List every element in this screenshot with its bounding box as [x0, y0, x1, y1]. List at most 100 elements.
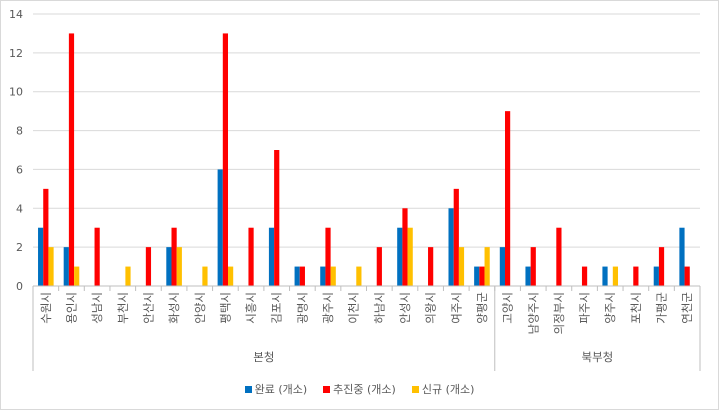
x-tick-label: 안성시	[398, 292, 412, 324]
x-tick-label: 안양시	[193, 292, 207, 324]
x-tick-label: 화성시	[167, 292, 181, 324]
bar-in-progress	[504, 111, 511, 287]
bar-in-progress	[658, 247, 665, 286]
x-tick-label: 의정부시	[552, 292, 566, 334]
x-tick-label: 양주시	[603, 292, 617, 324]
group-label: 본청	[253, 350, 274, 364]
x-tick-label: 평택시	[218, 292, 232, 324]
x-tick-label: 연천군	[680, 292, 694, 324]
bar-complete	[499, 247, 505, 286]
bar-new	[176, 247, 182, 286]
bar-in-progress	[556, 227, 562, 286]
bar-complete	[653, 266, 659, 286]
gridlines	[33, 13, 700, 248]
y-tick-label: 8	[16, 125, 23, 138]
bar-in-progress	[248, 227, 254, 286]
bar-complete	[474, 266, 480, 286]
bar-in-progress	[453, 188, 459, 286]
legend-swatch-in-progress	[323, 385, 331, 393]
bar-new	[202, 266, 208, 286]
bar-new	[48, 247, 54, 286]
legend-label-complete: 완료 (개소)	[254, 383, 308, 396]
x-tick-label: 김포시	[270, 292, 284, 324]
bar-in-progress	[633, 266, 639, 286]
x-tick-label: 포천시	[629, 292, 643, 324]
bar-in-progress	[402, 208, 408, 286]
legend-item-complete: 완료 (개소)	[244, 381, 308, 397]
x-tick-label: 가평군	[655, 292, 669, 324]
bar-complete	[525, 266, 531, 286]
x-tick-label: 수원시	[39, 292, 53, 324]
bar-new	[125, 266, 131, 286]
bar-in-progress	[222, 33, 229, 286]
bar-in-progress	[94, 227, 100, 286]
legend-item-in-progress: 추진중 (개소)	[323, 381, 396, 397]
bar-new	[228, 266, 234, 286]
bar-complete	[63, 247, 69, 286]
x-tick-label: 광명시	[295, 292, 309, 324]
x-tick-label: 양평군	[475, 292, 489, 324]
bar-in-progress	[530, 247, 536, 286]
bar-complete	[448, 208, 454, 286]
bar-new	[330, 266, 336, 286]
x-tick-label: 성남시	[90, 292, 104, 324]
bar-in-progress	[581, 266, 588, 286]
y-tick-label: 4	[16, 202, 23, 215]
y-tick-label: 10	[9, 86, 23, 99]
x-axis	[32, 285, 701, 291]
bar-in-progress	[68, 33, 75, 286]
bar-complete	[217, 169, 223, 286]
x-tick-label: 광주시	[321, 292, 335, 324]
x-tick-label: 남양주시	[526, 292, 540, 334]
bar-complete	[294, 266, 300, 286]
legend-item-new: 신규 (개소)	[411, 381, 475, 397]
bar-complete	[679, 227, 685, 286]
x-tick-label: 고양시	[501, 292, 515, 324]
x-tick-label: 용인시	[64, 292, 78, 324]
legend: 완료 (개소) 추진중 (개소) 신규 (개소)	[0, 381, 719, 397]
bar-complete	[602, 266, 608, 286]
x-tick-label: 하남시	[372, 292, 386, 324]
bar-new	[407, 227, 413, 286]
bar-in-progress	[428, 247, 434, 286]
x-tick-label: 파주시	[578, 292, 592, 324]
bars	[38, 33, 690, 287]
bar-new	[612, 266, 619, 286]
bar-in-progress	[171, 227, 177, 286]
x-axis-labels: 수원시 용인시 성남시 부천시 안산시 화성시 안양시 평택시 시흥시 김포시 광명시 광주시 이천시 하…	[39, 292, 694, 334]
y-tick-label: 6	[16, 163, 23, 176]
bar-in-progress	[479, 266, 485, 286]
x-tick-label: 부천시	[116, 292, 130, 324]
x-tick-label: 시흥시	[244, 292, 258, 324]
bar-new	[74, 266, 80, 286]
group-labels: 본청 북부청	[32, 286, 701, 371]
bar-in-progress	[43, 188, 49, 286]
bar-in-progress	[299, 266, 305, 286]
legend-label-new: 신규 (개소)	[421, 383, 475, 396]
bar-complete	[397, 227, 403, 286]
legend-swatch-complete	[244, 385, 252, 393]
bar-in-progress	[325, 227, 331, 286]
bar-in-progress	[145, 247, 152, 286]
bar-complete	[320, 266, 326, 286]
x-tick-label: 안산시	[141, 292, 155, 324]
x-tick-label: 의왕시	[424, 292, 438, 324]
bar-new	[458, 247, 465, 286]
y-axis-ticks: 0 2 4 6 8 10 12 14	[9, 8, 23, 293]
bar-complete	[268, 227, 275, 286]
bar-new	[356, 266, 362, 286]
y-tick-label: 2	[16, 241, 23, 254]
x-tick-label: 여주시	[449, 292, 463, 324]
bar-in-progress	[274, 150, 280, 286]
x-tick-label: 이천시	[347, 292, 361, 324]
bar-in-progress	[684, 266, 690, 286]
bar-in-progress	[376, 247, 382, 286]
bar-complete	[38, 227, 44, 286]
legend-label-in-progress: 추진중 (개소)	[333, 383, 396, 396]
bar-complete	[166, 247, 172, 286]
legend-swatch-new	[411, 385, 419, 393]
group-label: 북부청	[582, 350, 614, 364]
y-tick-label: 12	[9, 47, 23, 60]
